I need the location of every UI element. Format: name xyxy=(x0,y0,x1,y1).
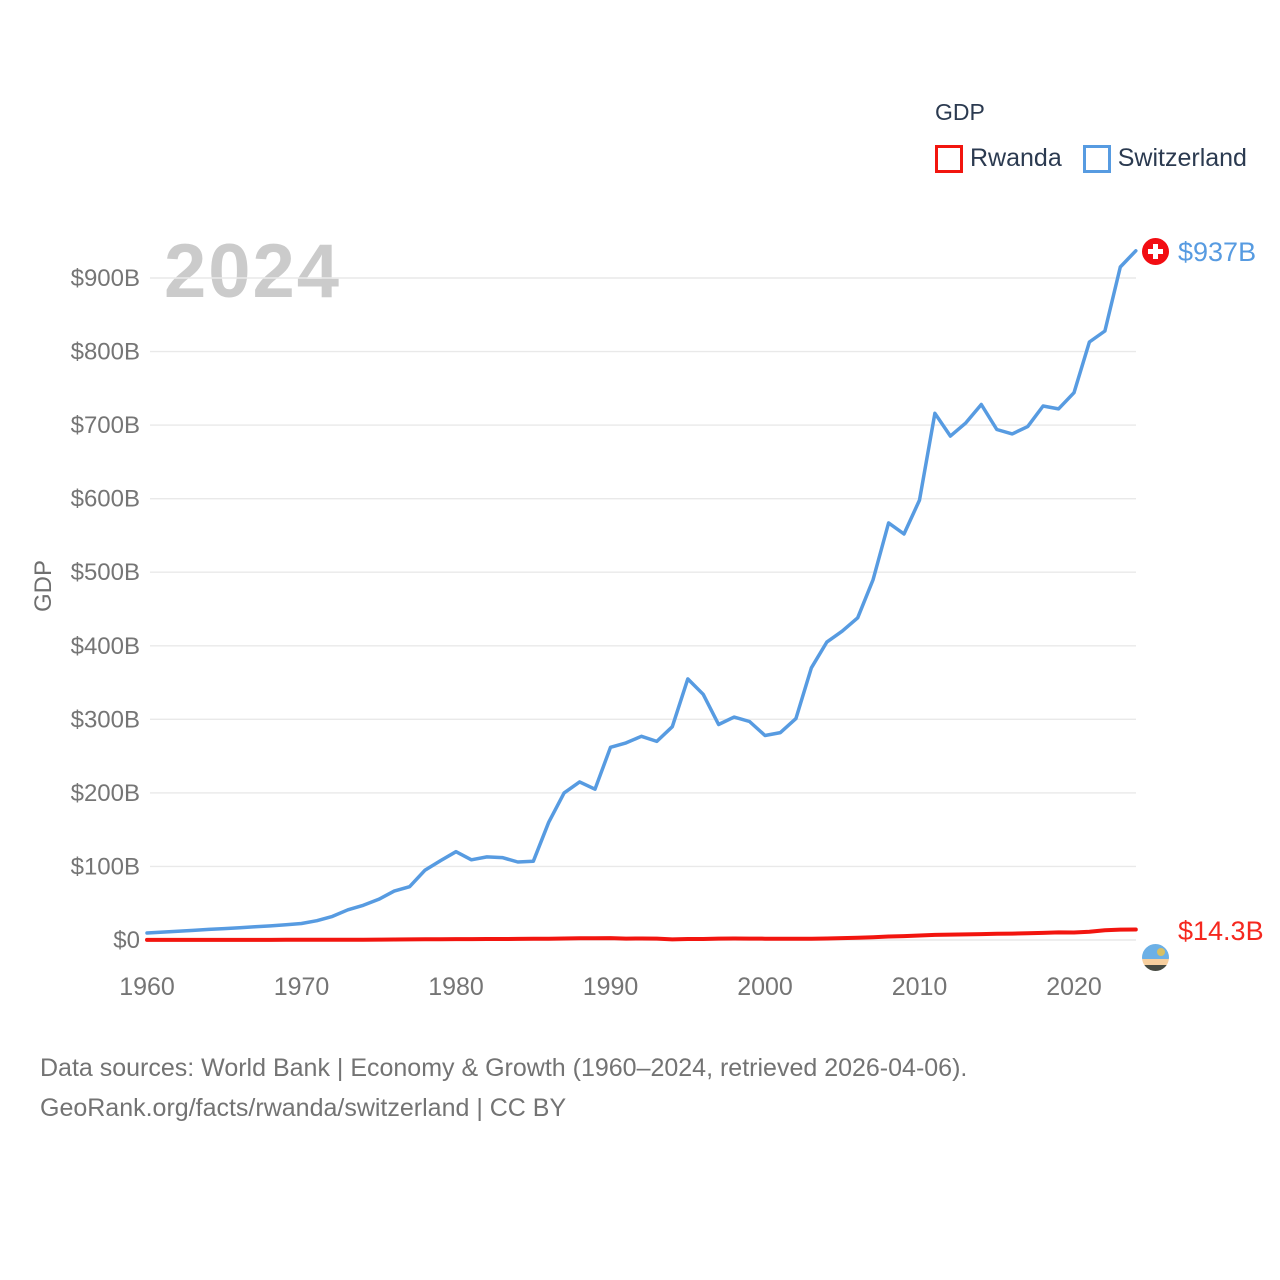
swiss-cross-icon xyxy=(1153,244,1158,259)
x-axis-tick-label: 1990 xyxy=(583,973,639,1001)
rwanda-flag-green-band xyxy=(1142,964,1169,971)
rwanda-flag-yellow-band xyxy=(1142,958,1169,965)
series-line-switzerland[interactable] xyxy=(145,249,1138,935)
x-axis-tick-label: 1980 xyxy=(428,973,484,1001)
y-axis-tick-label: $100B xyxy=(71,853,140,880)
footer-line-1: Data sources: World Bank | Economy & Gro… xyxy=(40,1054,968,1082)
y-axis-tick-label: $800B xyxy=(71,339,140,366)
x-axis-tick-label: 1970 xyxy=(274,973,330,1001)
x-axis-tick-label: 2010 xyxy=(892,973,948,1001)
x-axis-tick-label: 2000 xyxy=(737,973,793,1001)
legend: GDP Rwanda Switzerland xyxy=(935,99,1247,173)
y-axis-tick-label: $200B xyxy=(71,780,140,807)
rwanda-swatch-icon[interactable] xyxy=(935,144,963,173)
legend-items: Rwanda Switzerland xyxy=(935,144,1247,173)
y-axis-tick-label: $700B xyxy=(71,412,140,439)
footer-attribution: Data sources: World Bank | Economy & Gro… xyxy=(40,1048,967,1128)
switzerland-flag-icon xyxy=(1142,238,1169,265)
legend-item-switzerland[interactable]: Switzerland xyxy=(1082,144,1247,173)
legend-label-switzerland: Switzerland xyxy=(1117,144,1247,172)
y-axis-tick-label: $300B xyxy=(71,706,140,733)
y-axis-tick-label: $900B xyxy=(71,265,140,292)
y-axis-tick-label: $400B xyxy=(71,633,140,660)
y-axis-tick-label: $600B xyxy=(71,486,140,513)
legend-label-rwanda: Rwanda xyxy=(970,144,1062,172)
x-axis-tick-label: 2020 xyxy=(1046,973,1102,1001)
y-axis-tick-label: $500B xyxy=(71,559,140,586)
rwanda-flag-icon xyxy=(1142,944,1169,971)
rwanda-end-value-label: $14.3B xyxy=(1178,916,1264,946)
rwanda-flag-sun-icon xyxy=(1157,948,1165,956)
switzerland-end-value-label: $937B xyxy=(1178,237,1257,267)
series-line-rwanda[interactable] xyxy=(145,927,1138,942)
year-watermark: 2024 xyxy=(164,229,342,314)
y-axis-tick-label: $0 xyxy=(113,927,140,954)
legend-title: GDP xyxy=(935,99,985,125)
footer-line-2: GeoRank.org/facts/rwanda/switzerland | C… xyxy=(40,1094,567,1122)
legend-item-rwanda[interactable]: Rwanda xyxy=(935,144,1062,173)
switzerland-swatch-icon[interactable] xyxy=(1082,144,1111,173)
x-axis-tick-label: 1960 xyxy=(119,973,175,1001)
